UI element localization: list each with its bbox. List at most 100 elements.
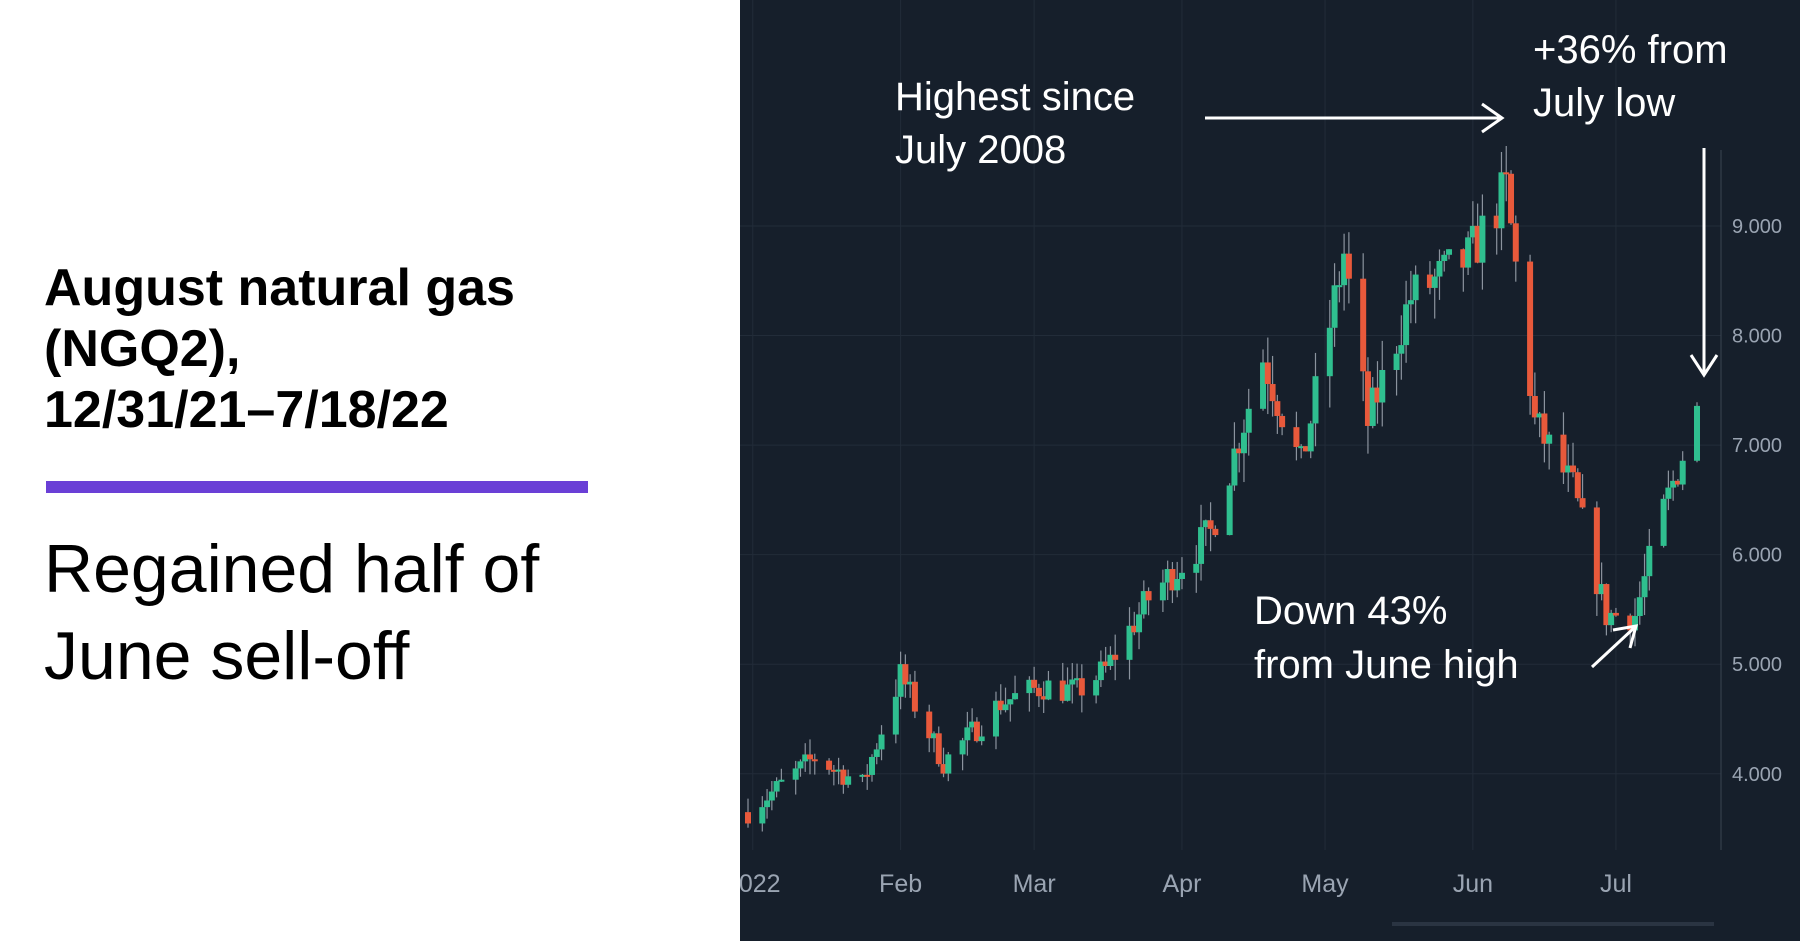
candle-down <box>806 739 813 775</box>
candle-up <box>1431 268 1438 319</box>
price-tick-label: 5.000 <box>1732 654 1782 676</box>
annotation-highest-line-1: Highest since <box>895 75 1135 119</box>
candle-down <box>1102 646 1109 673</box>
candle-up <box>1646 528 1653 591</box>
candle-down <box>973 717 980 743</box>
candle-down <box>1212 525 1219 538</box>
candle-down <box>1059 662 1066 704</box>
candle-up <box>1174 561 1181 598</box>
candle-down <box>1574 468 1581 502</box>
candle-down <box>1302 446 1309 452</box>
candle-down <box>1570 442 1577 478</box>
annotations: Highest since July 2008 +36% from July l… <box>895 28 1728 687</box>
divider-rule <box>46 481 588 493</box>
candle-down <box>1674 479 1681 487</box>
candle-up <box>802 743 809 772</box>
headline-line-2: (NGQ2), <box>44 320 241 378</box>
candle-down <box>1345 232 1352 304</box>
price-tick-label: 8.000 <box>1732 326 1782 348</box>
candle-up <box>778 768 785 782</box>
candle-up <box>1498 151 1505 251</box>
date-tick-label: Jul <box>1600 870 1632 898</box>
candle-up <box>1097 650 1104 688</box>
price-tick-label: 6.000 <box>1732 545 1782 567</box>
date-tick-label: Jun <box>1453 870 1493 898</box>
candle-up <box>892 679 899 744</box>
candle-down <box>811 753 818 775</box>
candle-down <box>1145 587 1152 616</box>
price-tick-label: 9.000 <box>1732 216 1782 238</box>
candle-up <box>978 725 985 746</box>
candle-up <box>1226 483 1233 536</box>
candle-up <box>1379 340 1386 427</box>
annotation-highest-line-2: July 2008 <box>895 128 1066 172</box>
candle-down <box>830 765 837 786</box>
candle-up <box>1446 249 1453 260</box>
chart-subheadline: Regained half of June sell-off <box>44 526 684 700</box>
candle-down <box>1531 372 1538 425</box>
candle-up <box>1465 231 1472 275</box>
candle-down <box>1279 413 1286 436</box>
candle-up <box>797 759 804 777</box>
arrow-icon <box>1590 624 1639 669</box>
candle-up <box>878 725 885 761</box>
candle-up <box>1136 602 1143 650</box>
candle-up <box>873 743 880 765</box>
candle-down <box>1627 613 1634 645</box>
candle-down <box>1078 664 1085 713</box>
annotation-rebound-line-2: July low <box>1533 81 1675 125</box>
candle-up <box>1670 470 1677 501</box>
chart-headline: August natural gas (NGQ2), 12/31/21–7/18… <box>44 258 684 441</box>
candle-down <box>940 747 947 778</box>
candle-up <box>897 651 904 710</box>
candle-up <box>1341 233 1348 311</box>
candle-up <box>959 737 966 771</box>
candle-up <box>1393 346 1400 396</box>
price-tick-label: 4.000 <box>1732 764 1782 786</box>
candle-up <box>1660 494 1667 548</box>
candle-down <box>1460 248 1467 292</box>
candle-up <box>1665 470 1672 511</box>
date-tick-label: Mar <box>1013 870 1056 898</box>
candle-up <box>964 711 971 756</box>
date-axis: 2022 Feb Mar Apr May Jun Jul <box>740 870 1632 898</box>
candle-up <box>759 796 766 832</box>
candle-up <box>1441 250 1448 272</box>
annotation-decline-line-1: Down 43% <box>1254 589 1447 633</box>
candle-down <box>1579 474 1586 509</box>
candle-up <box>768 781 775 811</box>
candle-down <box>1360 253 1367 402</box>
price-axis: 4.000 5.000 6.000 7.000 8.000 9.000 <box>1732 216 1782 786</box>
subheadline-line-1: Regained half of <box>44 531 540 607</box>
candle-up <box>907 674 914 698</box>
candle-up <box>1469 201 1476 244</box>
headline-line-3: 12/31/21–7/18/22 <box>44 381 449 439</box>
headline-panel: August natural gas (NGQ2), 12/31/21–7/18… <box>0 0 740 941</box>
candle-down <box>1364 357 1371 454</box>
scrollbar-track[interactable] <box>1392 922 1714 926</box>
candle-down <box>1035 683 1042 708</box>
candle-up <box>1407 270 1414 324</box>
candle-up <box>764 789 771 819</box>
candle-down <box>1541 391 1548 463</box>
candle-up <box>1240 419 1247 483</box>
candle-down <box>1503 146 1510 202</box>
candle-up <box>1307 420 1314 459</box>
subheadline-line-2: June sell-off <box>44 618 410 694</box>
candle-up <box>1641 553 1648 616</box>
candle-up <box>1608 609 1615 633</box>
candle-up <box>1403 280 1410 363</box>
candle-down <box>1131 611 1138 636</box>
candle-up <box>845 769 852 788</box>
date-tick-label: Feb <box>879 870 922 898</box>
candle-up <box>1565 444 1572 492</box>
candle-up <box>1045 670 1052 701</box>
candle-up <box>1140 580 1147 619</box>
candle-down <box>1493 203 1500 255</box>
candle-down <box>1512 215 1519 282</box>
candle-up <box>1002 687 1009 713</box>
candle-up <box>1298 444 1305 459</box>
arrow-icon <box>1205 102 1505 134</box>
candle-up <box>1679 451 1686 491</box>
candle-down <box>1508 170 1515 225</box>
